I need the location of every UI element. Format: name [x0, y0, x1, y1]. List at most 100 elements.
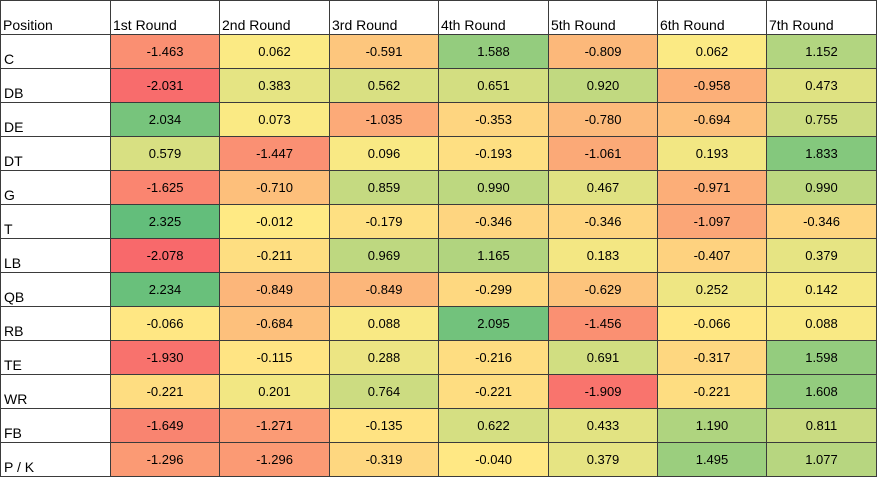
- column-header: 2nd Round: [219, 0, 330, 35]
- column-header: 3rd Round: [329, 0, 439, 35]
- heatmap-cell: -0.221: [438, 374, 549, 409]
- heatmap-cell: -0.684: [219, 306, 330, 341]
- heatmap-cell: -0.694: [657, 102, 767, 137]
- heatmap-cell: 0.622: [438, 408, 549, 443]
- heatmap-cell: -0.221: [110, 374, 220, 409]
- table-body: C -1.463 0.062 -0.591 1.588 -0.809 0.062 1.152 D…: [0, 34, 877, 477]
- heatmap-cell: 2.325: [110, 204, 220, 239]
- heatmap-cell: -0.066: [110, 306, 220, 341]
- table-row: C -1.463 0.062 -0.591 1.588 -0.809 0.062 1.152: [0, 34, 877, 69]
- heatmap-cell: 1.495: [657, 442, 767, 477]
- heatmap-cell: 0.579: [110, 136, 220, 171]
- heatmap-cell: 2.234: [110, 272, 220, 307]
- heatmap-cell: -0.346: [766, 204, 877, 239]
- row-header-position: G: [0, 170, 111, 205]
- table-row: P / K -1.296 -1.296 -0.319 -0.040 0.379 1.495 1…: [0, 442, 877, 477]
- heatmap-cell: 0.969: [329, 238, 439, 273]
- heatmap-cell: 1.165: [438, 238, 549, 273]
- heatmap-cell: -0.040: [438, 442, 549, 477]
- heatmap-cell: 2.034: [110, 102, 220, 137]
- heatmap-cell: -0.216: [438, 340, 549, 375]
- heatmap-cell: 0.755: [766, 102, 877, 137]
- table-row: DE 2.034 0.073 -1.035 -0.353 -0.780 -0.694 0.75…: [0, 102, 877, 137]
- heatmap-cell: 0.062: [219, 34, 330, 69]
- column-header: 6th Round: [657, 0, 767, 35]
- heatmap-cell: 1.152: [766, 34, 877, 69]
- heatmap-cell: -0.710: [219, 170, 330, 205]
- heatmap-cell: -0.211: [219, 238, 330, 273]
- table-row: LB -2.078 -0.211 0.969 1.165 0.183 -0.407 0.379: [0, 238, 877, 273]
- heatmap-cell: -1.296: [219, 442, 330, 477]
- heatmap-cell: 0.073: [219, 102, 330, 137]
- column-header: 1st Round: [110, 0, 220, 35]
- heatmap-cell: 2.095: [438, 306, 549, 341]
- header-row: Position 1st Round 2nd Round 3rd Round 4th …: [0, 0, 877, 35]
- heatmap-cell: -1.625: [110, 170, 220, 205]
- heatmap-cell: 0.764: [329, 374, 439, 409]
- heatmap-cell: -0.971: [657, 170, 767, 205]
- heatmap-cell: 0.183: [548, 238, 658, 273]
- heatmap-cell: -1.930: [110, 340, 220, 375]
- heatmap-cell: -0.179: [329, 204, 439, 239]
- heatmap-cell: 0.467: [548, 170, 658, 205]
- heatmap-cell: 1.608: [766, 374, 877, 409]
- row-header-position: TE: [0, 340, 111, 375]
- heatmap-cell: 0.088: [329, 306, 439, 341]
- heatmap-cell: 0.201: [219, 374, 330, 409]
- heatmap-cell: 0.473: [766, 68, 877, 103]
- heatmap-cell: -0.353: [438, 102, 549, 137]
- row-header-position: C: [0, 34, 111, 69]
- table-row: QB 2.234 -0.849 -0.849 -0.299 -0.629 0.252 0.14…: [0, 272, 877, 307]
- heatmap-cell: 0.990: [438, 170, 549, 205]
- table-row: DT 0.579 -1.447 0.096 -0.193 -1.061 0.193 1.833: [0, 136, 877, 171]
- heatmap-cell: 0.383: [219, 68, 330, 103]
- heatmap-cell: 1.588: [438, 34, 549, 69]
- heatmap-cell: 0.142: [766, 272, 877, 307]
- table-row: DB -2.031 0.383 0.562 0.651 0.920 -0.958 0.473: [0, 68, 877, 103]
- corner-header-position: Position: [0, 0, 111, 35]
- table-row: RB -0.066 -0.684 0.088 2.095 -1.456 -0.066 0.08…: [0, 306, 877, 341]
- row-header-position: FB: [0, 408, 111, 443]
- heatmap-cell: -0.346: [438, 204, 549, 239]
- heatmap-cell: -0.849: [329, 272, 439, 307]
- heatmap-cell: -1.296: [110, 442, 220, 477]
- row-header-position: WR: [0, 374, 111, 409]
- heatmap-cell: -1.097: [657, 204, 767, 239]
- table-row: T 2.325 -0.012 -0.179 -0.346 -0.346 -1.097 -0.3…: [0, 204, 877, 239]
- heatmap-cell: -1.035: [329, 102, 439, 137]
- heatmap-cell: -0.407: [657, 238, 767, 273]
- heatmap-cell: -1.447: [219, 136, 330, 171]
- row-header-position: RB: [0, 306, 111, 341]
- heatmap-cell: -2.031: [110, 68, 220, 103]
- heatmap-cell: -0.809: [548, 34, 658, 69]
- heatmap-cell: 0.062: [657, 34, 767, 69]
- row-header-position: T: [0, 204, 111, 239]
- table-row: FB -1.649 -1.271 -0.135 0.622 0.433 1.190 0.811: [0, 408, 877, 443]
- heatmap-cell: 0.859: [329, 170, 439, 205]
- heatmap-cell: 1.833: [766, 136, 877, 171]
- heatmap-cell: -1.463: [110, 34, 220, 69]
- heatmap-cell: -0.066: [657, 306, 767, 341]
- heatmap-cell: -0.193: [438, 136, 549, 171]
- heatmap-cell: 0.379: [766, 238, 877, 273]
- heatmap-cell: -1.456: [548, 306, 658, 341]
- column-header: 4th Round: [438, 0, 549, 35]
- heatmap-cell: 0.811: [766, 408, 877, 443]
- heatmap-cell: 1.598: [766, 340, 877, 375]
- heatmap-cell: -0.135: [329, 408, 439, 443]
- heatmap-cell: -1.061: [548, 136, 658, 171]
- heatmap-cell: -1.649: [110, 408, 220, 443]
- heatmap-cell: 0.088: [766, 306, 877, 341]
- row-header-position: DT: [0, 136, 111, 171]
- heatmap-cell: -0.849: [219, 272, 330, 307]
- heatmap-cell: -0.780: [548, 102, 658, 137]
- heatmap-cell: 1.190: [657, 408, 767, 443]
- heatmap-cell: -0.317: [657, 340, 767, 375]
- heatmap-cell: -0.012: [219, 204, 330, 239]
- row-header-position: DB: [0, 68, 111, 103]
- table-row: WR -0.221 0.201 0.764 -0.221 -1.909 -0.221 1.60…: [0, 374, 877, 409]
- heatmap-cell: 0.193: [657, 136, 767, 171]
- heatmap-cell: 0.433: [548, 408, 658, 443]
- column-header: 7th Round: [766, 0, 877, 35]
